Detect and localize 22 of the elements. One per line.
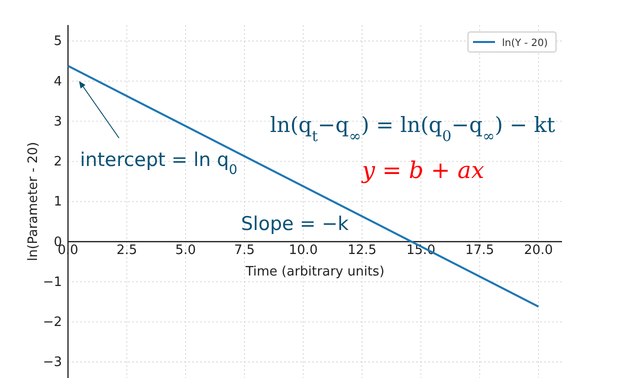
- x-tick-label: 5.0: [175, 242, 196, 258]
- x-tick-label: 12.5: [348, 242, 377, 258]
- y-tick-label: −3: [42, 355, 62, 370]
- y-tick-label: −1: [42, 274, 62, 290]
- x-tick-label: 2.5: [116, 242, 138, 258]
- x-tick-label: 20.0: [524, 242, 553, 258]
- y-tick-label: 4: [54, 74, 62, 90]
- y-tick-label: 1: [54, 194, 62, 210]
- text: ln(q$_{t}$−q$_{∞}$) = ln(q$_{0}$−q$_{∞}$) − kt: [270, 113, 556, 144]
- x-tick-label: 7.5: [234, 242, 255, 258]
- legend-label: ln(Y - 20): [502, 38, 548, 49]
- y-tick-label: 5: [54, 34, 62, 50]
- annotation: Slope = −k: [241, 213, 349, 235]
- x-axis-title: Time (arbitrary units): [244, 264, 384, 280]
- y-tick-label: −2: [42, 315, 62, 330]
- x-tick-label: 10.0: [288, 242, 318, 258]
- y-tick-label: 2: [54, 154, 62, 170]
- y-tick-label: 3: [54, 114, 62, 130]
- y-axis-title: ln(Parameter - 20): [26, 142, 41, 262]
- annotation: intercept = ln q$_{0}$: [80, 149, 238, 178]
- annotation: y = b + ax: [361, 158, 484, 184]
- x-tick-label: 17.5: [465, 242, 494, 258]
